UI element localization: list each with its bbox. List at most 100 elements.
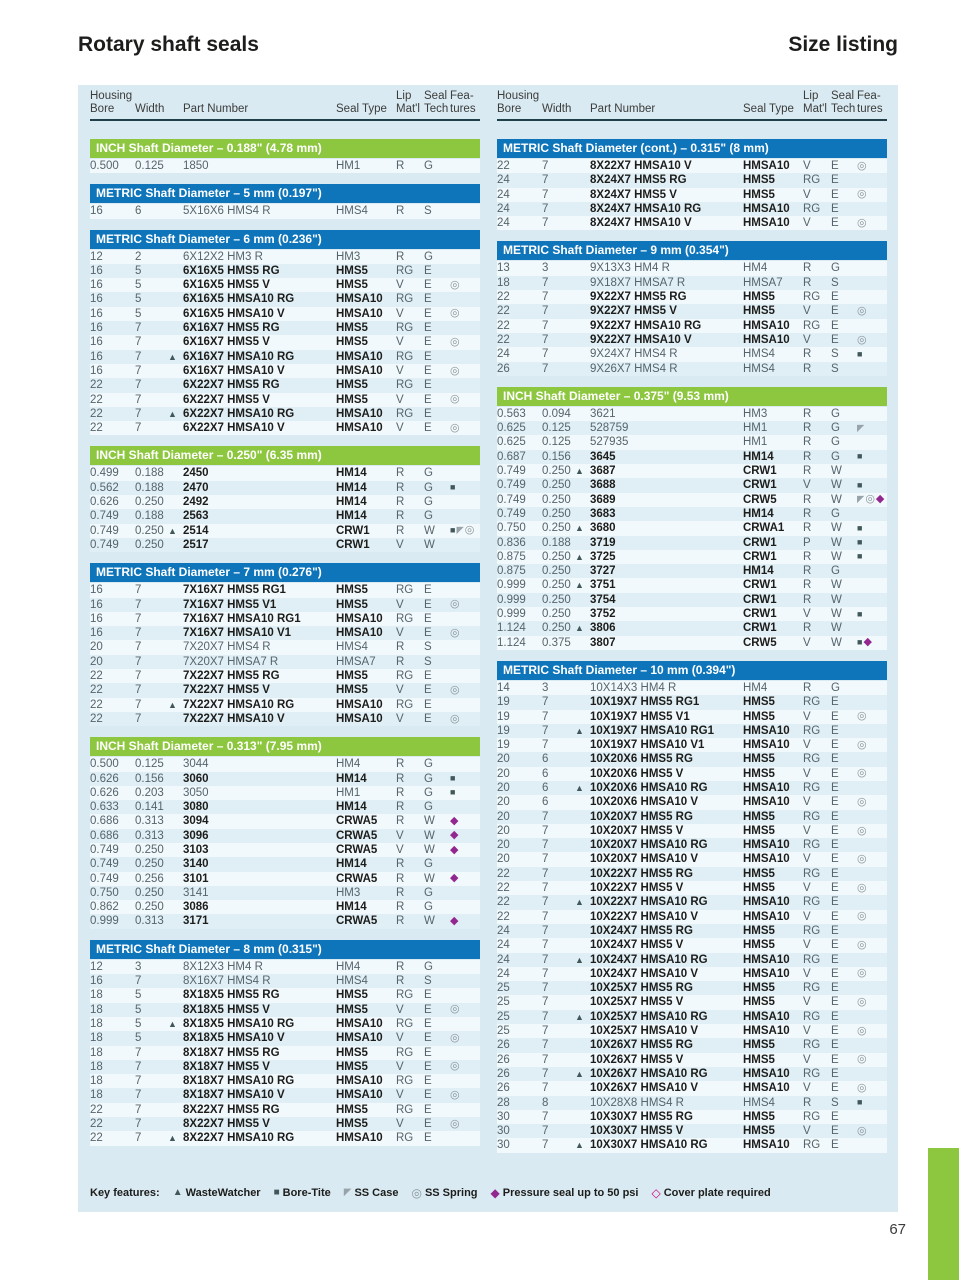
lip-material-cell: R [396,250,405,263]
page-title: Rotary shaft seals [78,33,259,56]
seal-type-cell: HMS5 [743,939,775,952]
housing-bore-cell: 0.686 [90,829,119,842]
part-number-text: 7X16X7 HMS5 RG1 [183,584,286,597]
seal-type-cell: HMSA10 [336,307,383,320]
part-number-text: 3719 [590,536,616,549]
seal-tech-cell: E [831,753,839,766]
housing-bore-cell: 22 [497,867,510,880]
features-cell [857,261,887,275]
housing-bore-cell: 0.749 [90,538,119,551]
ss-spring-icon: ◎ [450,626,460,639]
features-cell [857,507,887,521]
seal-tech-cell: E [831,1053,839,1066]
part-number-cell: 3060 [168,772,336,786]
page-section-title: Size listing [788,33,898,56]
marker-spacer [575,607,590,621]
part-number-text: 10X24X7 HMS5 V [590,939,684,952]
width-cell: 7 [542,1110,549,1123]
marker-spacer [575,1053,590,1067]
seal-tech-cell: E [831,910,839,923]
part-number-text: 9X13X3 HM4 R [590,262,670,275]
table-section: METRIC Shaft Diameter – 10 mm (0.394") 14… [497,660,887,1153]
features-cell [450,1131,480,1145]
table-column-group: Housing Bore Width Part Number Seal Type L… [497,90,887,1164]
marker-spacer [575,636,590,650]
part-number-text: 10X26X7 HMS5 V [590,1053,684,1066]
seal-type-cell: HMSA10 [743,333,790,346]
part-number-text: 3103 [183,843,209,856]
part-number-cell: ▲ 6X16X7 HMSA10 RG [168,350,336,364]
width-cell: 7 [542,160,549,172]
table-row: 18 7 9X18X7 HMSA7 R HMSA7 R S [497,275,887,291]
section-header: INCH Shaft Diameter – 0.250" (6.35 mm) [90,446,480,466]
features-cell [857,781,887,795]
features-cell: ◎ [857,995,887,1009]
width-cell: 7 [135,975,142,988]
seal-tech-cell: E [831,710,839,723]
lip-material-cell: V [803,636,811,649]
part-number-text: 8X24X7 HMS5 RG [590,174,687,187]
cover-plate-icon: ◇ [651,1186,661,1200]
section-header: INCH Shaft Diameter – 0.375" (9.53 mm) [497,386,887,406]
seal-type-cell: HM14 [743,507,774,520]
lip-material-cell: V [803,305,811,318]
part-number-text: 3621 [590,407,616,420]
seal-type-cell: HMSA10 [336,422,383,435]
seal-type-cell: HMS4 [743,348,775,361]
features-cell [857,578,887,592]
part-number-text: 8X18X7 HMSA10 V [183,1089,285,1102]
seal-tech-cell: E [831,939,839,952]
part-number-cell: 10X28X8 HMS4 R [575,1096,743,1110]
width-cell: 7 [135,627,142,640]
seal-type-cell: HMS5 [336,1046,368,1059]
width-cell: 7 [542,174,549,187]
width-cell: 7 [542,896,549,909]
marker-spacer [168,612,183,626]
seal-tech-cell: S [424,655,432,668]
part-number-text: 10X19X7 HMSA10 RG1 [590,724,715,737]
features-cell [857,464,887,478]
part-number-text: 8X24X7 HMSA10 V [590,217,692,230]
lip-material-cell: P [803,536,811,549]
seal-type-cell: HMS5 [336,1003,368,1016]
table-row: 18 7 8X18X7 HMSA10 RG HMSA10 RG E [90,1074,480,1089]
part-number-cell: 7X20X7 HMS4 R [168,640,336,654]
seal-type-cell: HM14 [336,901,367,914]
part-number-cell: ▲ 7X22X7 HMSA10 RG [168,698,336,712]
lip-material-cell: V [803,996,811,1009]
housing-bore-cell: 30 [497,1125,510,1138]
lip-material-cell: R [803,1096,812,1109]
part-number-text: 10X26X7 HMS5 RG [590,1039,693,1052]
housing-bore-cell: 0.626 [90,496,119,509]
seal-type-cell: HMSA10 [743,967,790,980]
features-cell [450,407,480,421]
table-row: 22 7 9X22X7 HMSA10 V HMSA10 V E ◎ [497,332,887,348]
housing-bore-cell: 20 [497,753,510,766]
features-cell: ◎ [450,712,480,726]
part-number-text: 9X26X7 HMS4 R [590,362,678,375]
part-number-text: 2492 [183,496,209,509]
housing-bore-cell: 0.999 [497,593,526,606]
marker-spacer [168,814,183,828]
table-row: 16 7 6X16X7 HMS5 V HMS5 V E ◎ [90,335,480,350]
lip-material-cell: RG [803,724,821,737]
part-number-text: 8X18X7 HMS5 RG [183,1046,280,1059]
width-cell: 0.250 [135,858,164,871]
features-cell: ■ [450,786,480,800]
features-cell: ◎ [450,364,480,378]
width-cell: 7 [135,584,142,597]
marker-spacer [575,435,590,449]
part-number-cell: 528759 [575,421,743,435]
part-number-text: 3094 [183,815,209,828]
seal-type-cell: HMSA7 [743,276,783,289]
lip-material-cell: R [396,510,405,523]
features-cell: ■ ◆ [857,636,887,650]
features-cell [450,495,480,509]
ss-spring-icon: ◎ [450,598,460,611]
part-number-cell: 6X22X7 HMSA10 V [168,421,336,435]
table-row: 20 7 7X20X7 HMS4 R HMS4 R S [90,640,480,655]
seal-tech-cell: G [831,565,840,578]
housing-bore-cell: 18 [90,1089,103,1102]
part-number-text: 3645 [590,450,616,463]
table-row: 22 7 7X22X7 HMS5 RG HMS5 RG E [90,669,480,684]
